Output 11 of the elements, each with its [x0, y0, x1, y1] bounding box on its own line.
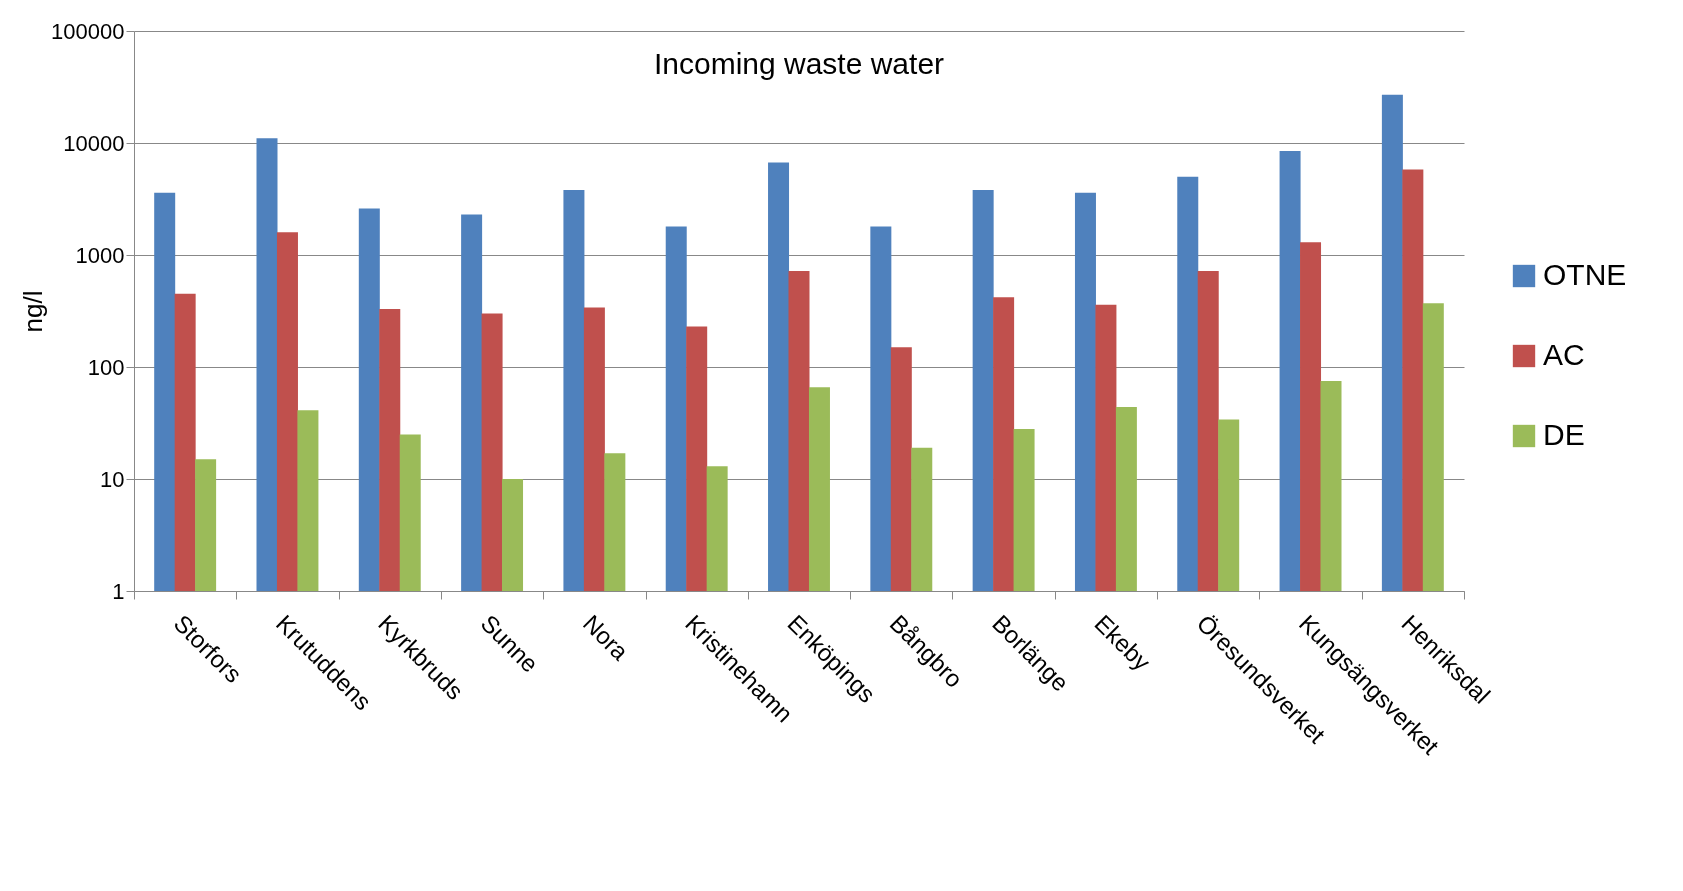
- y-tick-label: 10: [100, 466, 125, 492]
- y-tick-label: 1: [112, 578, 125, 604]
- y-tick-label: 100: [87, 354, 125, 380]
- y-tick-label: 100000: [51, 18, 125, 44]
- legend-label: DE: [1543, 418, 1585, 451]
- legend-label: AC: [1543, 338, 1585, 371]
- y-tick-label: 1000: [75, 242, 125, 268]
- legend-label: OTNE: [1543, 258, 1627, 291]
- y-tick-label: 10000: [63, 130, 125, 156]
- text: Incoming waste water: [653, 47, 945, 80]
- y-axis-title: ng/l: [18, 290, 49, 333]
